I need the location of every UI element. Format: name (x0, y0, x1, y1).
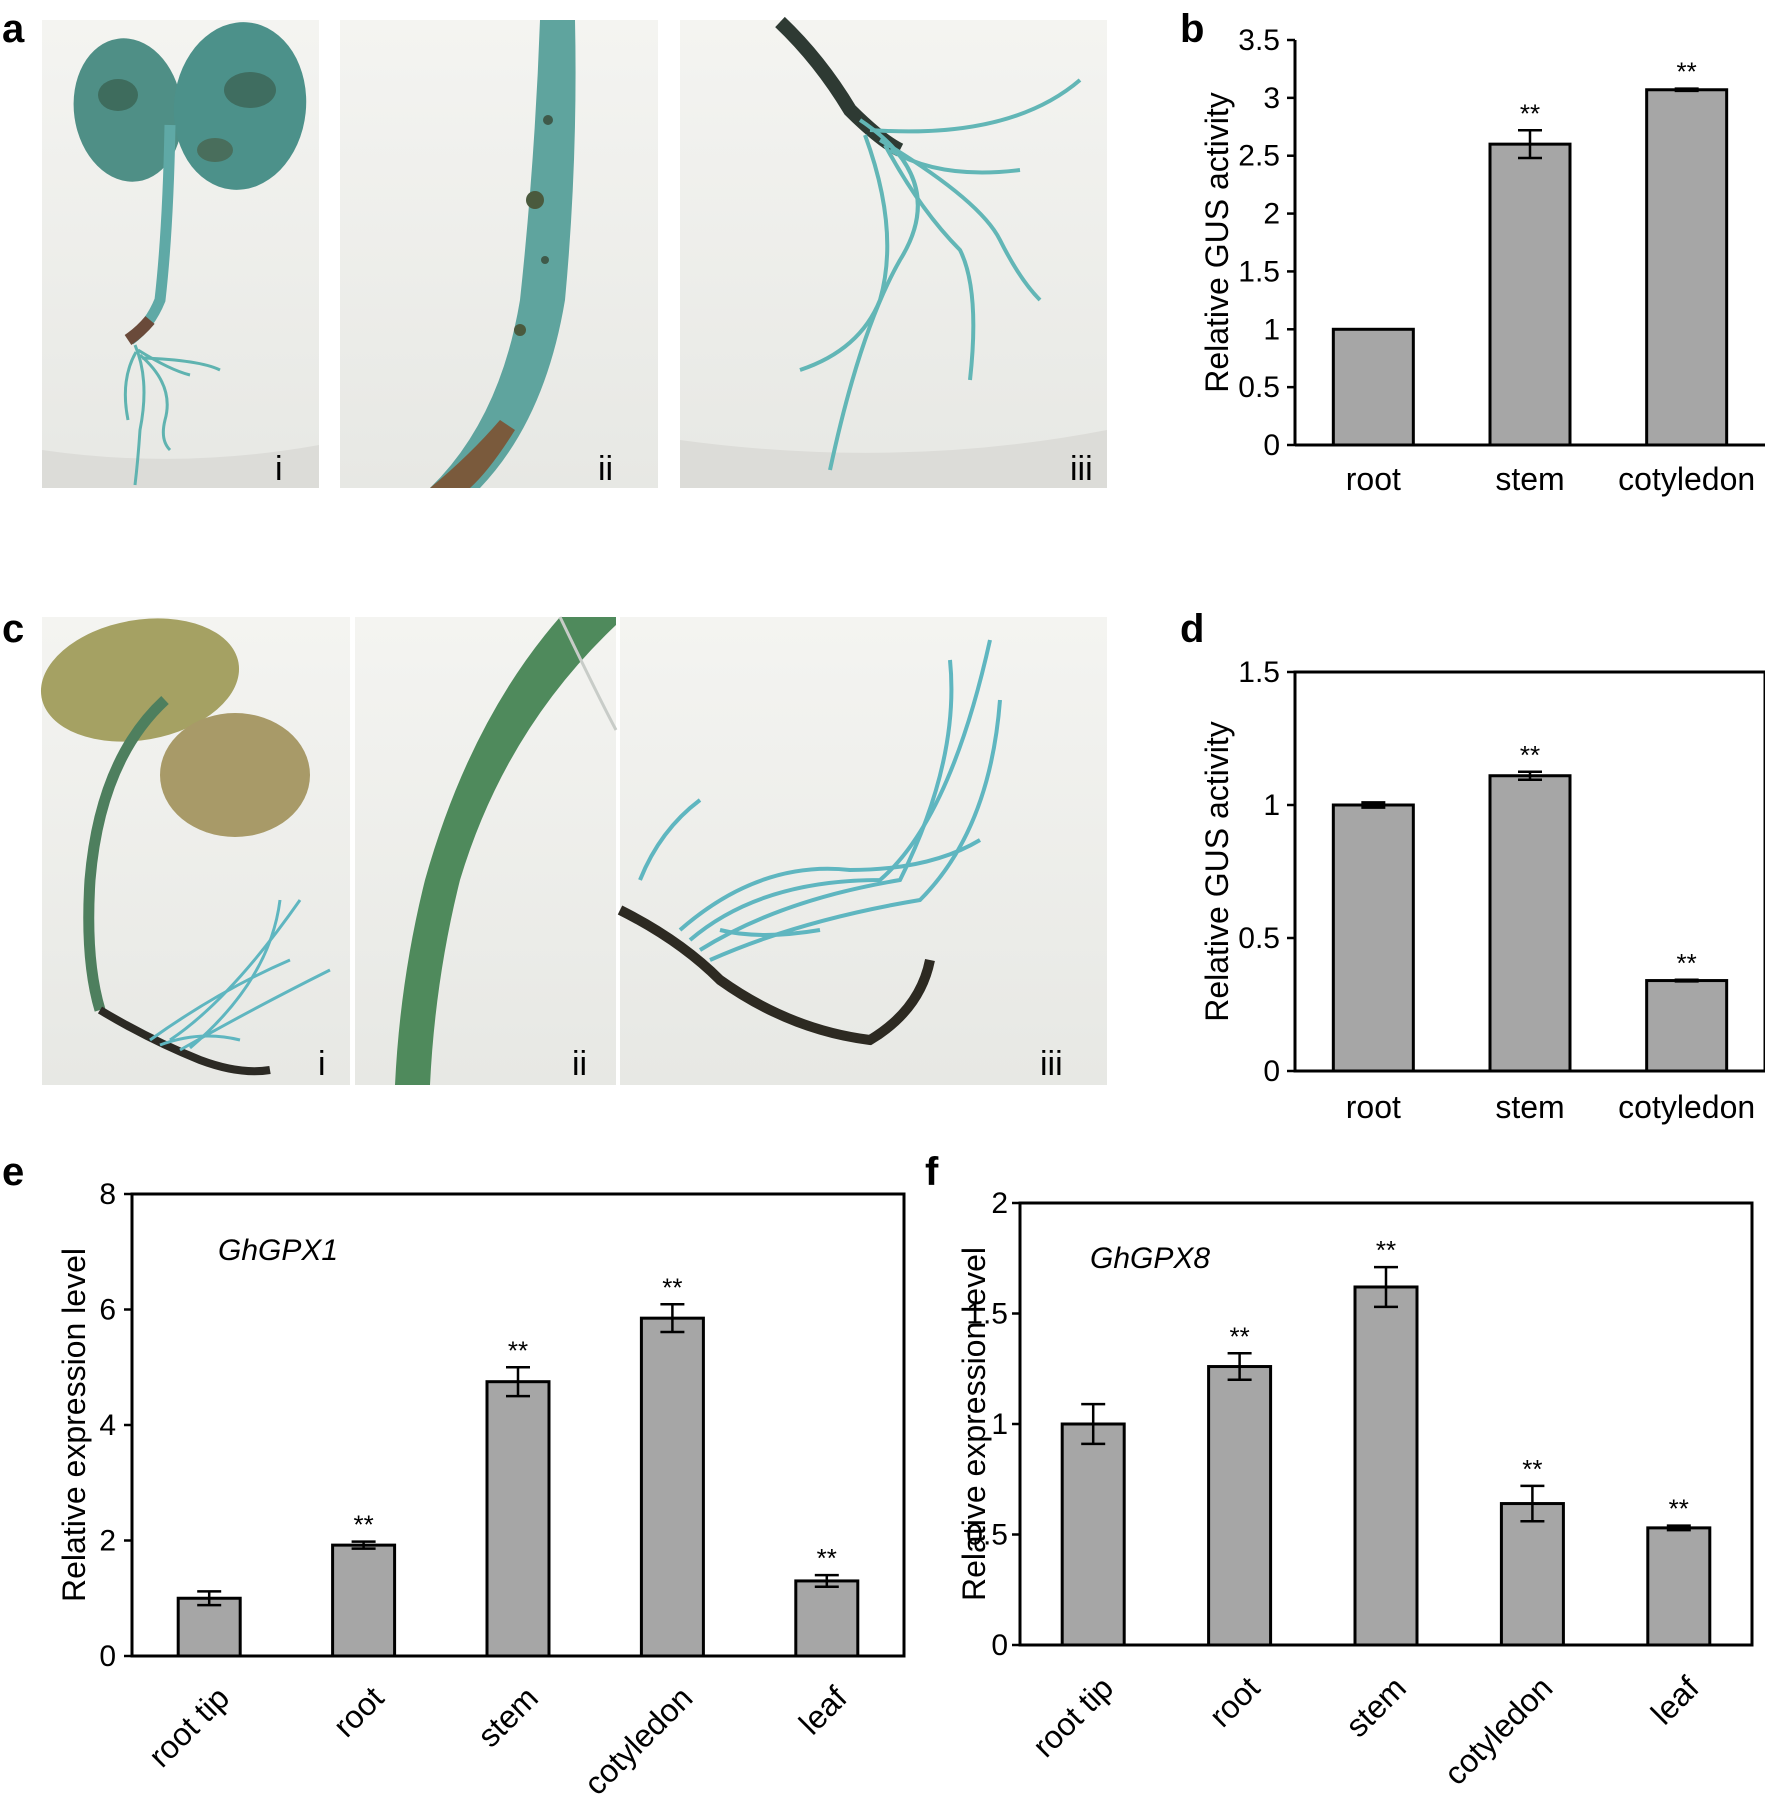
chart-f-ytick-label: 1.5 (966, 1298, 1008, 1331)
photo-c-i (40, 617, 350, 1085)
chart-f-significance: ** (1669, 1494, 1689, 1524)
chart-e-category-label: root tip (142, 1679, 237, 1774)
chart-b-ytick-label: 2.5 (1238, 140, 1280, 173)
chart-f-category-label: cotyledon (1437, 1669, 1559, 1791)
chart-f-bar (1353, 1285, 1419, 1647)
chart-b-bar (1488, 142, 1572, 447)
chart-d-ylabel: Relative GUS activity (1199, 721, 1235, 1022)
chart-e-ytick-label: 8 (99, 1178, 116, 1211)
chart-d-ytick-label: 1.5 (1238, 656, 1280, 689)
photo-c-iii (617, 617, 1107, 1085)
chart-f-category-label: root (1202, 1669, 1267, 1734)
chart-f-ytick-label: 2 (991, 1187, 1008, 1220)
chart-e-ylabel: Relative expression level (56, 1248, 92, 1602)
chart-d-significance: ** (1677, 948, 1697, 978)
panel-a-label: a (2, 7, 25, 51)
chart-d-category-label: root (1346, 1089, 1401, 1125)
chart-f-gene-label: GhGPX8 (1090, 1242, 1210, 1275)
chart-f-bar (1499, 1502, 1565, 1647)
chart-e-bar (485, 1380, 551, 1658)
chart-f-category-label: root tip (1026, 1669, 1121, 1764)
chart-d-ytick-label: 1 (1263, 789, 1280, 822)
panel-d-label: d (1180, 607, 1204, 651)
chart-e-ytick-label: 4 (99, 1409, 116, 1442)
chart-d-category-label: cotyledon (1618, 1089, 1755, 1125)
chart-f-ytick-label: 1 (991, 1408, 1008, 1441)
chart-d-bar (1331, 803, 1415, 1073)
chart-e-category-label: root (326, 1679, 391, 1744)
chart-d-bar (1645, 979, 1729, 1073)
chart-e-ytick-label: 2 (99, 1525, 116, 1558)
chart-e-category-label: cotyledon (577, 1679, 699, 1801)
photo-a-iii-label: iii (1070, 450, 1093, 488)
chart-b-ytick-label: 3.5 (1238, 24, 1280, 57)
chart-b-bar (1331, 327, 1415, 447)
chart-f: 0 0.5 1 1.5 2 Relative expression level GhGPX8… (956, 1187, 1754, 1792)
photo-a-iii (680, 16, 1107, 488)
chart-f-category-label: leaf (1644, 1669, 1706, 1731)
chart-e-significance: ** (817, 1543, 837, 1573)
photo-a-i (42, 20, 319, 488)
chart-b: 0 0.5 1 1.5 2 2.5 3 3.5 Relative GUS activity roo… (1199, 24, 1765, 497)
chart-e-ytick-label: 6 (99, 1294, 116, 1327)
chart-f-significance: ** (1229, 1321, 1249, 1351)
chart-f-significance: ** (1376, 1235, 1396, 1265)
chart-e-ytick-label: 0 (99, 1640, 116, 1673)
photo-c-i-label: i (318, 1045, 326, 1083)
chart-d-ytick-label: 0 (1263, 1055, 1280, 1088)
chart-b-ytick-label: 1.5 (1238, 255, 1280, 288)
chart-f-bar (1646, 1526, 1712, 1647)
photo-a-ii-label: ii (598, 450, 613, 488)
chart-b-ytick-label: 0.5 (1238, 371, 1280, 404)
chart-e: 0 2 4 6 8 Relative expression level GhGPX1 root… (56, 1178, 906, 1802)
chart-d-ytick-label: 0.5 (1238, 922, 1280, 955)
chart-f-significance: ** (1522, 1454, 1542, 1484)
chart-d-category-label: stem (1495, 1089, 1564, 1125)
chart-f-bar (1060, 1422, 1126, 1647)
photo-c-iii-label: iii (1040, 1045, 1063, 1083)
chart-b-ytick-label: 1 (1263, 313, 1280, 346)
chart-f-ytick-label: 0 (991, 1629, 1008, 1662)
panel-b-label: b (1180, 7, 1204, 51)
chart-b-bar (1645, 88, 1729, 447)
chart-e-category-label: leaf (792, 1679, 854, 1741)
chart-b-ytick-label: 0 (1263, 429, 1280, 462)
chart-e-significance: ** (353, 1510, 373, 1540)
photo-a-ii (340, 20, 658, 488)
chart-e-bar (639, 1316, 705, 1658)
chart-f-category-label: stem (1338, 1669, 1412, 1743)
chart-f-ylabel: Relative expression level (956, 1247, 992, 1601)
chart-d-significance: ** (1520, 740, 1540, 770)
panel-f-label: f (925, 1150, 939, 1194)
chart-b-ytick-label: 2 (1263, 198, 1280, 231)
chart-f-ytick-label: 0.5 (966, 1519, 1008, 1552)
chart-b-ytick-label: 3 (1263, 82, 1280, 115)
chart-e-bar (176, 1596, 242, 1658)
chart-b-category-label: root (1346, 461, 1401, 497)
chart-e-gene-label: GhGPX1 (218, 1234, 338, 1267)
chart-b-significance: ** (1520, 98, 1540, 128)
panel-c-label: c (2, 607, 24, 651)
chart-e-bar (331, 1543, 397, 1658)
chart-b-ylabel: Relative GUS activity (1199, 92, 1235, 393)
chart-f-bar (1207, 1365, 1273, 1647)
chart-e-category-label: stem (470, 1679, 544, 1753)
chart-e-bar (794, 1579, 860, 1658)
photo-c-ii-label: ii (572, 1045, 587, 1083)
panel-e-label: e (2, 1150, 24, 1194)
chart-b-category-label: stem (1495, 461, 1564, 497)
chart-b-category-label: cotyledon (1618, 461, 1755, 497)
photo-c-ii (355, 616, 618, 1085)
photo-a-i-label: i (275, 450, 283, 488)
chart-e-significance: ** (662, 1272, 682, 1302)
chart-d-bar (1488, 774, 1572, 1073)
chart-b-significance: ** (1677, 57, 1697, 87)
chart-e-significance: ** (508, 1335, 528, 1365)
